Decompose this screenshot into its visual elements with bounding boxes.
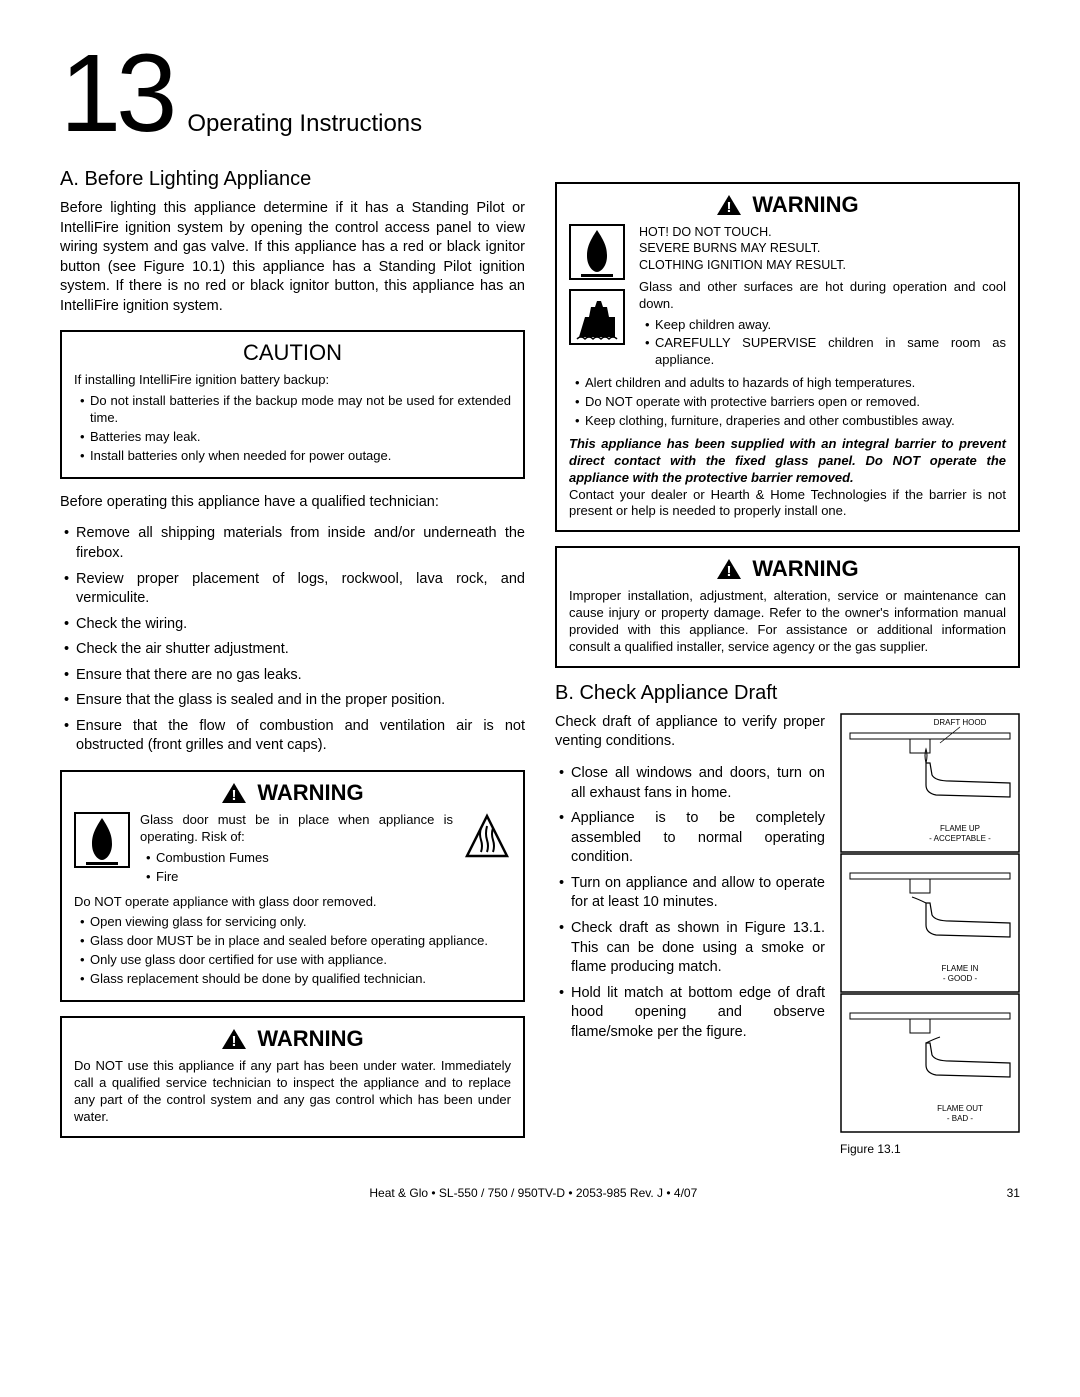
- warning-hot-title: ! WARNING: [569, 192, 1006, 218]
- caution-lead: If installing IntelliFire ignition batte…: [74, 372, 511, 389]
- warning-glass-list: Open viewing glass for servicing only. Gl…: [74, 914, 511, 988]
- warning-triangle-icon: !: [221, 1028, 247, 1050]
- list-item: Batteries may leak.: [80, 429, 511, 446]
- list-item: Alert children and adults to hazards of …: [575, 375, 1006, 392]
- list-item: CAREFULLY SUPERVISE children in same roo…: [645, 335, 1006, 369]
- caution-title: CAUTION: [74, 340, 511, 366]
- svg-text:!: !: [727, 563, 732, 580]
- list-item: Check the wiring.: [64, 615, 525, 635]
- hot-body: Glass and other surfaces are hot during …: [639, 279, 1006, 313]
- draft-diagram: DRAFT HOOD FLAME UP - ACCEPTABLE -: [840, 713, 1020, 1133]
- hot-list: Alert children and adults to hazards of …: [569, 375, 1006, 430]
- warning-triangle-icon: !: [716, 558, 742, 580]
- warning-install-title: ! WARNING: [569, 556, 1006, 582]
- flame-icon: [74, 812, 130, 868]
- list-item: Close all windows and doors, turn on all…: [559, 764, 825, 803]
- list-item: Ensure that the glass is sealed and in t…: [64, 691, 525, 711]
- list-item: Appliance is to be completely assembled …: [559, 809, 825, 868]
- warning-glass-title: ! WARNING: [74, 780, 511, 806]
- subsection-b-heading: B. Check Appliance Draft: [555, 682, 1020, 705]
- list-item: Glass replacement should be done by qual…: [80, 971, 511, 988]
- list-item: Check the air shutter adjustment.: [64, 640, 525, 660]
- warning-glass-sublist: Combustion Fumes Fire: [140, 850, 453, 886]
- left-column: A. Before Lighting Appliance Before ligh…: [60, 168, 525, 1156]
- list-item: Combustion Fumes: [146, 850, 453, 867]
- page-header: 13 Operating Instructions: [60, 50, 1020, 138]
- barrier-bold: This appliance has been supplied with an…: [569, 436, 1006, 487]
- flame-icon: [569, 224, 625, 280]
- caution-list: Do not install batteries if the backup m…: [74, 393, 511, 465]
- svg-text:FLAME OUT: FLAME OUT: [937, 1104, 983, 1113]
- svg-text:!: !: [727, 199, 732, 216]
- list-item: Hold lit match at bottom edge of draft h…: [559, 984, 825, 1043]
- hot-line-2: SEVERE BURNS MAY RESULT.: [639, 240, 1006, 256]
- hand-burn-icon: [569, 289, 625, 345]
- warning-install-box: ! WARNING Improper installation, adjustm…: [555, 546, 1020, 668]
- list-item: Only use glass door certified for use wi…: [80, 952, 511, 969]
- warning-hot-box: ! WARNING HOT! DO N: [555, 182, 1020, 532]
- list-item: Review proper placement of logs, rockwoo…: [64, 570, 525, 609]
- list-item: Fire: [146, 869, 453, 886]
- hot-line-3: CLOTHING IGNITION MAY RESULT.: [639, 257, 1006, 273]
- subsection-b-list: Close all windows and doors, turn on all…: [555, 764, 825, 1042]
- warning-triangle-icon: !: [716, 194, 742, 216]
- list-item: Turn on appliance and allow to operate f…: [559, 874, 825, 913]
- footer-page: 31: [1007, 1186, 1020, 1200]
- content-columns: A. Before Lighting Appliance Before ligh…: [60, 168, 1020, 1156]
- warning-glass-box: ! WARNING Glass door must be in place wh…: [60, 770, 525, 1002]
- list-item: Remove all shipping materials from insid…: [64, 524, 525, 563]
- warning-triangle-icon: !: [221, 782, 247, 804]
- svg-text:!: !: [232, 1033, 237, 1050]
- section-number: 13: [60, 50, 172, 138]
- list-item: Do NOT operate with protective barriers …: [575, 394, 1006, 411]
- warning-water-box: ! WARNING Do NOT use this appliance if a…: [60, 1016, 525, 1138]
- warning-water-title: ! WARNING: [74, 1026, 511, 1052]
- before-operating-list: Remove all shipping materials from insid…: [60, 524, 525, 756]
- svg-text:FLAME IN: FLAME IN: [942, 964, 979, 973]
- warning-glass-line: Do NOT operate appliance with glass door…: [74, 894, 511, 911]
- heat-waves-icon: [463, 812, 511, 868]
- barrier-tail: Contact your dealer or Hearth & Home Tec…: [569, 487, 1006, 521]
- list-item: Open viewing glass for servicing only.: [80, 914, 511, 931]
- svg-text:FLAME UP: FLAME UP: [940, 824, 980, 833]
- footer-center: Heat & Glo • SL-550 / 750 / 950TV-D • 20…: [369, 1186, 697, 1200]
- list-item: Ensure that the flow of combustion and v…: [64, 717, 525, 756]
- list-item: Install batteries only when needed for p…: [80, 448, 511, 465]
- hot-line-1: HOT! DO NOT TOUCH.: [639, 224, 1006, 240]
- hot-small-list: Keep children away.CAREFULLY SUPERVISE c…: [639, 317, 1006, 370]
- figure-caption: Figure 13.1: [840, 1142, 1020, 1156]
- subsection-a-heading: A. Before Lighting Appliance: [60, 168, 525, 191]
- list-item: Glass door MUST be in place and sealed b…: [80, 933, 511, 950]
- warning-glass-lead: Glass door must be in place when applian…: [140, 812, 453, 846]
- list-item: Check draft as shown in Figure 13.1. Thi…: [559, 919, 825, 978]
- list-item: Keep clothing, furniture, draperies and …: [575, 413, 1006, 430]
- list-item: Keep children away.: [645, 317, 1006, 334]
- right-column: ! WARNING HOT! DO N: [555, 168, 1020, 1156]
- subsection-a-intro: Before lighting this appliance determine…: [60, 199, 525, 316]
- draft-hood-label: DRAFT HOOD: [934, 718, 987, 727]
- svg-text:- BAD -: - BAD -: [947, 1114, 974, 1123]
- list-item: Ensure that there are no gas leaks.: [64, 666, 525, 686]
- list-item: Do not install batteries if the backup m…: [80, 393, 511, 427]
- subsection-b-intro: Check draft of appliance to verify prope…: [555, 713, 825, 752]
- svg-text:- ACCEPTABLE -: - ACCEPTABLE -: [929, 834, 991, 843]
- warning-install-text: Improper installation, adjustment, alter…: [569, 588, 1006, 656]
- before-operating-lead: Before operating this appliance have a q…: [60, 493, 525, 513]
- svg-text:- GOOD -: - GOOD -: [943, 974, 978, 983]
- draft-figure: DRAFT HOOD FLAME UP - ACCEPTABLE -: [840, 713, 1020, 1156]
- warning-water-text: Do NOT use this appliance if any part ha…: [74, 1058, 511, 1126]
- section-title: Operating Instructions: [187, 110, 422, 138]
- svg-text:!: !: [232, 787, 237, 804]
- caution-box: CAUTION If installing IntelliFire igniti…: [60, 330, 525, 478]
- page-footer: Heat & Glo • SL-550 / 750 / 950TV-D • 20…: [60, 1186, 1020, 1200]
